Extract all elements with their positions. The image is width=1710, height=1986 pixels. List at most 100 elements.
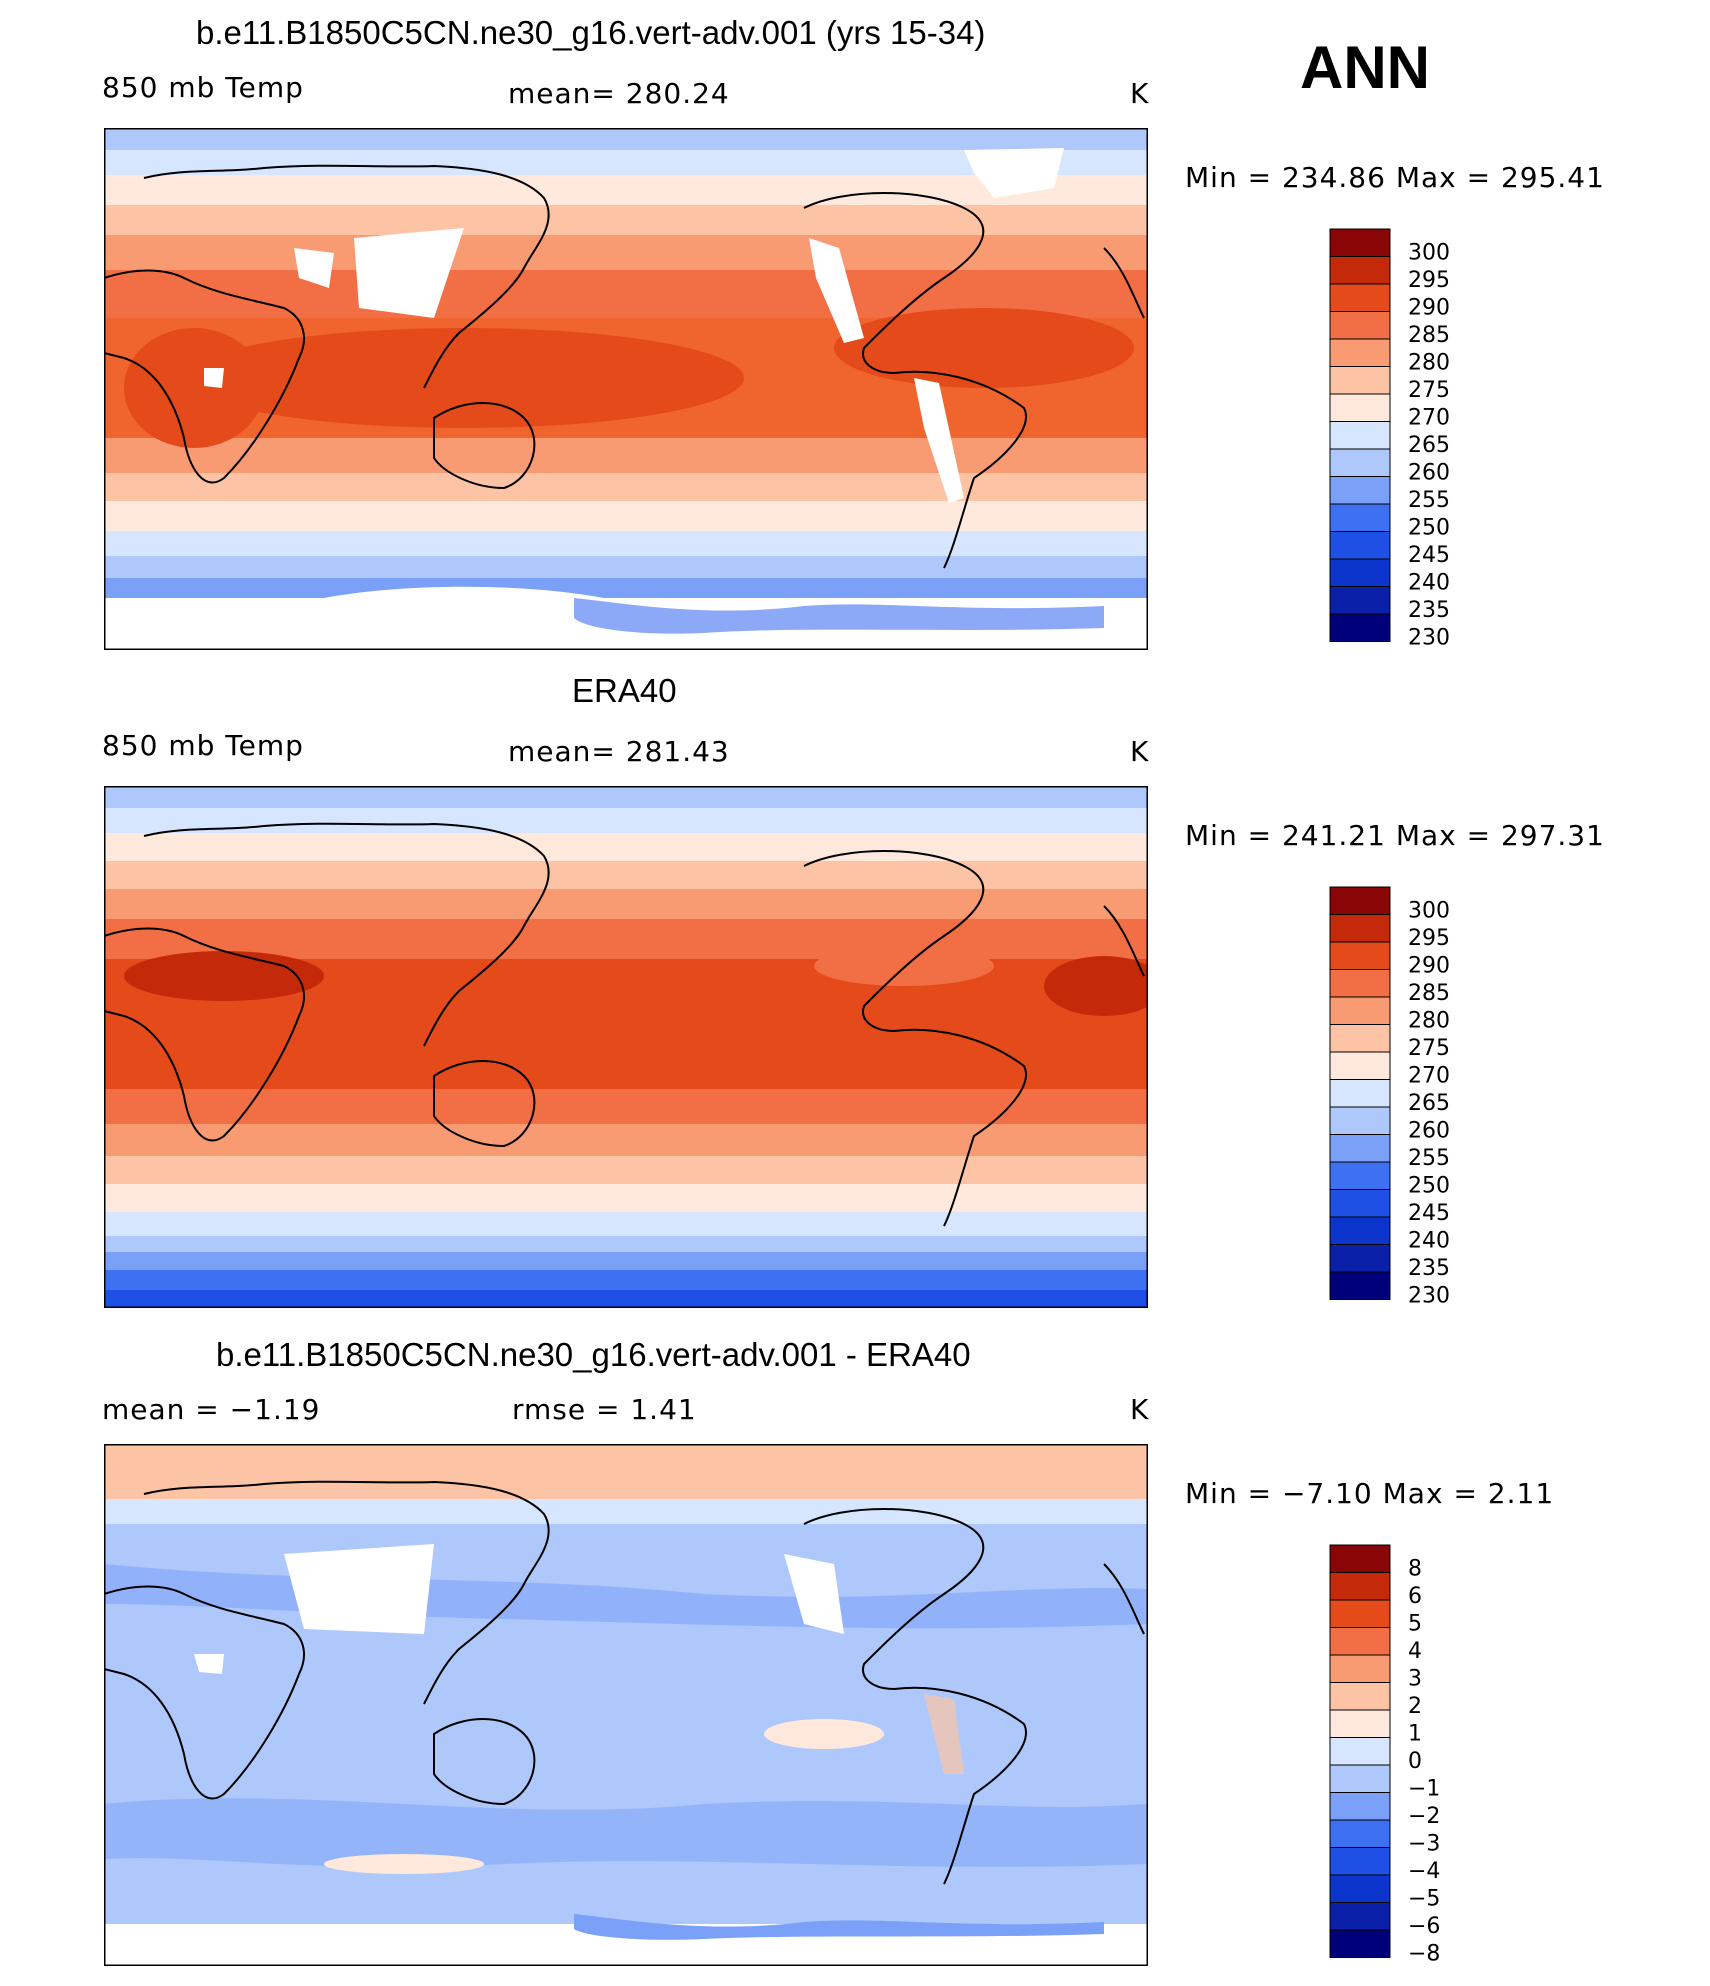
colorbar-tick-label: 300 <box>1408 241 1450 266</box>
min-max-label: Min = 234.86 Max = 295.41 <box>1185 161 1605 194</box>
colorbar-swatch <box>1329 1792 1391 1821</box>
colorbar-tick-label: −8 <box>1408 1942 1440 1967</box>
colorbar-swatch <box>1329 1764 1391 1793</box>
variable-label: 850 mb Temp <box>102 71 304 104</box>
colorbar-tick-label: 0 <box>1408 1749 1422 1774</box>
colorbar-obs: 3002952902852802752702652602552502452402… <box>1329 886 1450 1309</box>
colorbar-tick-label: −4 <box>1408 1859 1440 1884</box>
variable-label: 850 mb Temp <box>102 729 304 762</box>
colorbar-swatch <box>1329 586 1391 615</box>
colorbar-swatch <box>1329 996 1391 1025</box>
colorbar-tick-label: 245 <box>1408 1201 1450 1226</box>
colorbar-tick-label: 290 <box>1408 954 1450 979</box>
colorbar-swatch <box>1329 1599 1391 1628</box>
colorbar-tick-label: 6 <box>1408 1584 1422 1609</box>
colorbar-tick-label: 265 <box>1408 433 1450 458</box>
colorbar-swatch <box>1329 338 1391 367</box>
colorbar-swatch <box>1329 1106 1391 1135</box>
colorbar-tick-label: 250 <box>1408 1174 1450 1199</box>
colorbar-swatch <box>1329 1819 1391 1848</box>
units-label: K <box>1130 77 1150 110</box>
colorbar-swatch <box>1329 1271 1391 1300</box>
colorbar-tick-label: 230 <box>1408 626 1450 651</box>
colorbar-tick-label: 255 <box>1408 488 1450 513</box>
colorbar-tick-label: −3 <box>1408 1832 1440 1857</box>
colorbar-tick-label: 270 <box>1408 406 1450 431</box>
colorbar-tick-label: 255 <box>1408 1146 1450 1171</box>
colorbar-tick-label: 3 <box>1408 1667 1422 1692</box>
colorbar-swatch <box>1329 503 1391 532</box>
colorbar-tick-label: −5 <box>1408 1887 1440 1912</box>
colorbar-swatch <box>1329 311 1391 340</box>
colorbar-swatch <box>1329 283 1391 312</box>
panel-title: ERA40 <box>572 672 677 709</box>
colorbar-tick-label: 4 <box>1408 1639 1422 1664</box>
colorbar-swatch <box>1329 1847 1391 1876</box>
colorbar-tick-label: −2 <box>1408 1804 1440 1829</box>
colorbar-swatch <box>1329 531 1391 560</box>
colorbar-tick-label: 295 <box>1408 268 1450 293</box>
mean-label: mean = −1.19 <box>102 1393 321 1426</box>
colorbar-tick-label: 270 <box>1408 1064 1450 1089</box>
colorbar-swatch <box>1329 256 1391 285</box>
colorbar-swatch <box>1329 558 1391 587</box>
colorbar-swatch <box>1329 228 1391 257</box>
colorbar-tick-label: 290 <box>1408 296 1450 321</box>
colorbar-swatch <box>1329 1244 1391 1273</box>
colorbar-tick-label: 5 <box>1408 1612 1422 1637</box>
colorbar-swatch <box>1329 476 1391 505</box>
colorbar-tick-label: 245 <box>1408 543 1450 568</box>
colorbar-tick-label: 285 <box>1408 323 1450 348</box>
colorbar-tick-label: 2 <box>1408 1694 1422 1719</box>
colorbar-swatch <box>1329 393 1391 422</box>
colorbar-swatch <box>1329 1134 1391 1163</box>
colorbar-tick-label: 275 <box>1408 378 1450 403</box>
map-model <box>104 128 1148 650</box>
colorbar-swatch <box>1329 914 1391 943</box>
panel-title: b.e11.B1850C5CN.ne30_g16.vert-adv.001 - … <box>216 1336 971 1373</box>
units-label: K <box>1130 1393 1150 1426</box>
panel-title: b.e11.B1850C5CN.ne30_g16.vert-adv.001 (y… <box>196 14 986 51</box>
colorbar-swatch <box>1329 613 1391 642</box>
colorbar-tick-label: 250 <box>1408 516 1450 541</box>
colorbar-swatch <box>1329 1216 1391 1245</box>
colorbar-tick-label: 1 <box>1408 1722 1422 1747</box>
min-max-label: Min = 241.21 Max = 297.31 <box>1185 819 1605 852</box>
colorbar-swatch <box>1329 941 1391 970</box>
colorbar-swatch <box>1329 1902 1391 1931</box>
colorbar-tick-label: 300 <box>1408 899 1450 924</box>
colorbar-tick-label: 8 <box>1408 1557 1422 1582</box>
mean-label: mean= 280.24 <box>508 77 730 110</box>
colorbar-swatch <box>1329 1051 1391 1080</box>
rmse-label: rmse = 1.41 <box>512 1393 697 1426</box>
colorbar-diff: 86 54 32 10 −1−2 −3−4 −5−6 −8 <box>1329 1544 1440 1967</box>
colorbar-swatch <box>1329 1544 1391 1573</box>
colorbar-swatch <box>1329 448 1391 477</box>
colorbar-swatch <box>1329 1929 1391 1958</box>
colorbar-swatch <box>1329 366 1391 395</box>
colorbar-model: 3002952902852802752702652602552502452402… <box>1329 228 1450 651</box>
colorbar-tick-label: 260 <box>1408 1119 1450 1144</box>
colorbar-tick-label: 230 <box>1408 1284 1450 1309</box>
colorbar-tick-label: 280 <box>1408 351 1450 376</box>
colorbar-swatch <box>1329 1682 1391 1711</box>
colorbar-tick-label: 240 <box>1408 571 1450 596</box>
colorbar-swatch <box>1329 1024 1391 1053</box>
colorbar-tick-label: −6 <box>1408 1914 1440 1939</box>
colorbar-tick-label: 275 <box>1408 1036 1450 1061</box>
colorbar-tick-label: 260 <box>1408 461 1450 486</box>
colorbar-tick-label: 235 <box>1408 598 1450 623</box>
colorbar-swatch <box>1329 1737 1391 1766</box>
colorbar-swatch <box>1329 1654 1391 1683</box>
map-diff <box>104 1444 1148 1966</box>
colorbar-tick-label: 285 <box>1408 981 1450 1006</box>
colorbar-tick-label: 235 <box>1408 1256 1450 1281</box>
map-obs <box>104 786 1148 1308</box>
colorbar-tick-label: 280 <box>1408 1009 1450 1034</box>
season-label: ANN <box>1300 34 1430 101</box>
colorbar-swatch <box>1329 1079 1391 1108</box>
colorbar-tick-label: 265 <box>1408 1091 1450 1116</box>
colorbar-swatch <box>1329 886 1391 915</box>
colorbar-swatch <box>1329 1627 1391 1656</box>
